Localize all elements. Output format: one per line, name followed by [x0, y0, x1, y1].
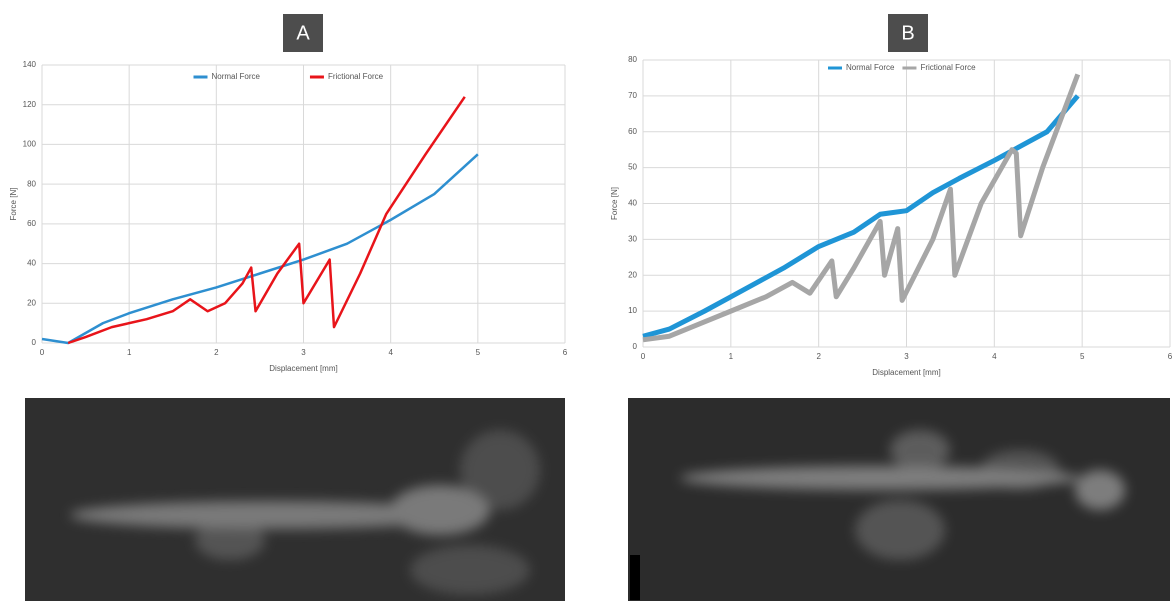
x-tick-label: 1	[729, 352, 734, 361]
y-tick-label: 30	[628, 234, 637, 243]
legend-item: Normal Force	[194, 72, 261, 81]
figure: A B 0123456020406080100120140Displacemen…	[0, 0, 1174, 601]
legend-label: Frictional Force	[328, 72, 384, 81]
y-tick-label: 0	[633, 342, 638, 351]
y-tick-label: 120	[23, 100, 37, 109]
y-tick-label: 50	[628, 163, 637, 172]
y-tick-label: 0	[32, 338, 37, 347]
x-tick-label: 3	[301, 348, 306, 357]
y-tick-label: 80	[27, 179, 36, 188]
panel-label: B	[901, 22, 914, 44]
y-axis-label: Force [N]	[9, 188, 18, 221]
panel-label: A	[296, 22, 310, 44]
y-tick-label: 60	[27, 219, 36, 228]
x-tick-label: 5	[476, 348, 481, 357]
y-tick-label: 40	[27, 259, 36, 268]
y-tick-label: 40	[628, 199, 637, 208]
x-tick-label: 0	[40, 348, 45, 357]
data-line	[68, 97, 465, 343]
y-tick-label: 60	[628, 127, 637, 136]
legend-label: Normal Force	[212, 72, 261, 81]
y-tick-label: 80	[628, 55, 637, 64]
y-tick-label: 20	[27, 298, 36, 307]
x-tick-label: 3	[904, 352, 909, 361]
y-tick-label: 70	[628, 91, 637, 100]
x-tick-label: 6	[1168, 352, 1173, 361]
y-tick-label: 100	[23, 140, 37, 149]
x-tick-label: 6	[563, 348, 568, 357]
data-line	[643, 74, 1078, 339]
data-line	[42, 154, 478, 343]
x-tick-label: 4	[388, 348, 393, 357]
x-tick-label: 2	[214, 348, 219, 357]
x-tick-label: 0	[641, 352, 646, 361]
photo	[25, 398, 565, 601]
y-axis-label: Force [N]	[610, 187, 619, 220]
y-tick-label: 20	[628, 270, 637, 279]
x-tick-label: 4	[992, 352, 997, 361]
photo	[628, 398, 1170, 601]
y-tick-label: 10	[628, 306, 637, 315]
legend-item: Normal Force	[828, 63, 895, 72]
x-tick-label: 2	[816, 352, 821, 361]
legend-label: Frictional Force	[920, 63, 976, 72]
y-tick-label: 140	[23, 60, 37, 69]
legend-item: Frictional Force	[902, 63, 976, 72]
x-axis-label: Displacement [mm]	[269, 364, 337, 373]
x-tick-label: 5	[1080, 352, 1085, 361]
x-axis-label: Displacement [mm]	[872, 368, 940, 377]
x-tick-label: 1	[127, 348, 132, 357]
legend-label: Normal Force	[846, 63, 895, 72]
legend-item: Frictional Force	[310, 72, 384, 81]
